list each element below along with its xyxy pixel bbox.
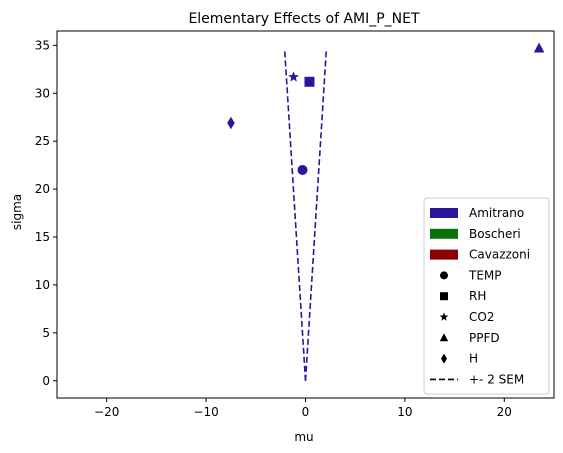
x-tick-label: −20 xyxy=(94,405,119,419)
x-tick-label: −10 xyxy=(193,405,218,419)
data-point-temp xyxy=(297,164,308,175)
data-point-co2 xyxy=(288,71,300,82)
sem-line-right xyxy=(304,49,328,381)
y-tick-label: 5 xyxy=(42,326,50,340)
legend-patch-boscheri xyxy=(430,228,458,239)
legend-label: +- 2 SEM xyxy=(469,372,524,386)
legend-marker-rh xyxy=(440,292,448,301)
y-tick-label: 30 xyxy=(35,86,50,100)
legend-marker-co2 xyxy=(439,312,449,321)
data-point-h xyxy=(227,116,235,130)
legend: Amitrano Boscheri Cavazzoni TEMP RH CO2 PPFD H +… xyxy=(423,197,550,395)
chart-title: Elementary Effects of AMI_P_NET xyxy=(188,11,420,27)
y-tick-label: 0 xyxy=(42,374,50,388)
legend-patch-amitrano xyxy=(430,208,458,218)
y-tick-label: 20 xyxy=(35,182,50,196)
y-tick-label: 10 xyxy=(35,278,50,292)
legend-marker-ppfd xyxy=(439,333,449,342)
legend-label: H xyxy=(469,352,478,366)
y-tick-label: 25 xyxy=(35,134,50,148)
legend-marker-temp xyxy=(440,271,448,280)
legend-label: Amitrano xyxy=(469,206,524,220)
y-tick-label: 15 xyxy=(35,230,50,244)
data-point-rh xyxy=(304,76,315,87)
x-axis-label: mu xyxy=(294,430,313,444)
legend-label: RH xyxy=(469,289,486,303)
legend-label: TEMP xyxy=(468,268,502,282)
legend-label: PPFD xyxy=(469,331,500,345)
legend-marker-h xyxy=(441,353,447,364)
x-tick-label: 20 xyxy=(497,405,512,419)
legend-patch-cavazzoni xyxy=(430,249,458,260)
data-point-ppfd xyxy=(533,42,545,53)
plot-area: −20 −10 0 10 20 0 5 10 15 20 25 30 35 xyxy=(35,30,555,419)
y-tick-label: 35 xyxy=(35,38,50,52)
x-tick-label: 10 xyxy=(397,405,412,419)
legend-label: Boscheri xyxy=(469,227,521,241)
legend-box xyxy=(423,197,550,395)
legend-label: CO2 xyxy=(469,310,494,324)
sem-line-left xyxy=(283,49,307,381)
y-axis-label: sigma xyxy=(10,194,24,230)
legend-label: Cavazzoni xyxy=(469,248,530,262)
x-tick-label: 0 xyxy=(302,405,310,419)
